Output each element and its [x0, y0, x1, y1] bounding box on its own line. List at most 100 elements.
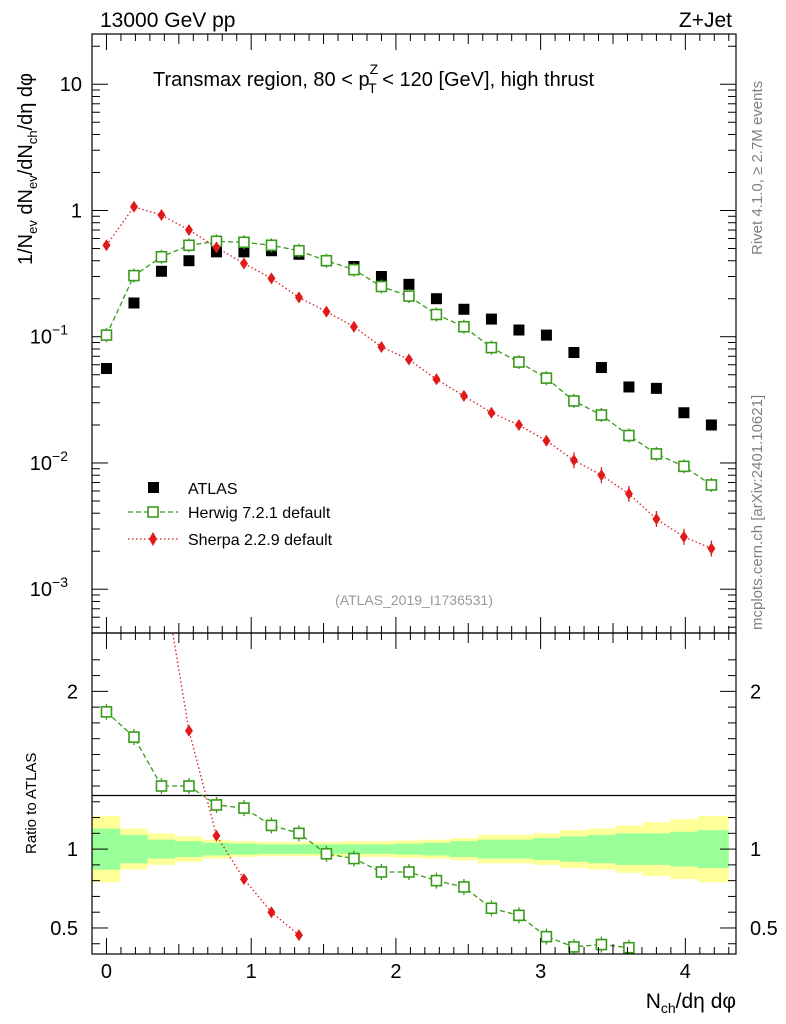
- sherpa-point: [212, 241, 221, 254]
- main-title-pre: Transmax region, 80 < p: [153, 69, 370, 91]
- xlabel-a: N: [646, 990, 661, 1013]
- ratio-herwig-point: [595, 938, 608, 951]
- ratio-ytick-label: 1: [67, 839, 78, 861]
- herwig-point: [238, 236, 250, 249]
- xlabel-b: /dη dφ: [676, 990, 736, 1013]
- atlas-point: [155, 265, 167, 277]
- herwig-point: [265, 239, 278, 252]
- atlas-point: [650, 382, 662, 394]
- legend-marker-herwig: [147, 506, 159, 518]
- main-title-sup: Z: [370, 61, 379, 77]
- sherpa-point: [459, 389, 468, 402]
- y-axis-label: 1/Nev dNev/dNch/dη dφ: [15, 73, 40, 265]
- ratio-herwig-point: [100, 706, 113, 718]
- main-data: [100, 200, 718, 557]
- ratio-sherpa-point: [239, 873, 248, 886]
- ratio-sherpa-point: [157, 559, 165, 571]
- main-title-sub: T: [368, 80, 377, 96]
- sherpa-point: [377, 340, 386, 353]
- main-ytick-label: 10: [60, 74, 82, 96]
- sherpa-point: [569, 454, 578, 467]
- ratio-ytick-label: 2: [67, 681, 78, 703]
- herwig-point: [155, 250, 168, 263]
- ratio-panel: 0.5 0.5 1 1 2 2 0 1 2 3 4 Ratio to ATLAS Nch/dη dφ: [23, 559, 778, 1016]
- herwig-point: [375, 280, 388, 293]
- herwig-point: [348, 263, 360, 276]
- atlas-point: [678, 407, 690, 419]
- x-tick-label: 3: [535, 961, 546, 983]
- ratio-ytick-label-right: 0.5: [750, 918, 778, 940]
- x-axis-label: Nch/dη dφ: [646, 990, 736, 1016]
- herwig-point: [568, 395, 580, 407]
- ratio-herwig-point: [623, 941, 635, 954]
- ratio-band-inner: [175, 841, 203, 857]
- sherpa-point: [239, 257, 248, 270]
- atlas-point: [128, 297, 140, 309]
- legend-label-atlas: ATLAS: [188, 481, 238, 498]
- ratio-y-axis-label: Ratio to ATLAS: [23, 753, 40, 854]
- ratio-band-inner: [257, 844, 286, 854]
- ratio-band-inner: [285, 844, 313, 854]
- ratio-herwig-point: [485, 902, 498, 915]
- ratio-herwig-point: [458, 881, 470, 893]
- ratio-band-inner: [505, 839, 533, 859]
- main-ytick-label: 10−2: [30, 448, 68, 475]
- main-title-post: < 120 [GeV], high thrust: [377, 69, 595, 91]
- atlas-point: [430, 293, 442, 305]
- analysis-reference-tag: (ATLAS_2019_I1736531): [335, 592, 493, 608]
- herwig-point: [403, 290, 415, 302]
- legend-marker-sherpa: [149, 532, 157, 546]
- atlas-point: [403, 278, 415, 290]
- herwig-point: [540, 372, 553, 384]
- ratio-herwig-line: [106, 711, 629, 949]
- mcplots-source-label: mcplots.cern.ch [arXiv:2401.10621]: [749, 395, 766, 630]
- ratio-herwig-point: [568, 941, 580, 953]
- ratio-herwig-point: [210, 799, 223, 811]
- ratio-sherpa-point: [184, 724, 193, 737]
- sherpa-line: [105, 206, 712, 550]
- ratio-band-inner: [202, 842, 231, 856]
- ratio-band-inner: [450, 841, 478, 857]
- ratio-herwig-point: [430, 874, 443, 887]
- legend-marker-atlas: [148, 482, 159, 493]
- ratio-band-inner: [147, 839, 176, 859]
- x-tick-label: 4: [680, 961, 691, 983]
- ratio-band-inner: [560, 836, 588, 862]
- header-right-label: Z+Jet: [679, 9, 732, 32]
- ratio-herwig-point: [265, 819, 278, 832]
- x-tick-label: 1: [246, 961, 257, 983]
- sherpa-point: [102, 239, 111, 252]
- ylabel-c: /dN: [15, 144, 37, 175]
- herwig-point: [650, 448, 663, 460]
- ratio-herwig-point: [403, 866, 415, 878]
- ylabel-b: dN: [15, 189, 37, 220]
- ratio-herwig-point: [128, 731, 140, 743]
- ratio-band-inner: [120, 834, 148, 864]
- atlas-point: [183, 255, 195, 267]
- sherpa-point: [487, 406, 496, 419]
- herwig-point: [705, 479, 718, 491]
- herwig-point: [128, 269, 140, 282]
- atlas-point: [705, 419, 717, 431]
- sherpa-point: [652, 512, 661, 525]
- sherpa-point: [349, 320, 358, 333]
- herwig-point: [458, 320, 470, 333]
- herwig-point: [678, 460, 690, 473]
- herwig-point: [100, 329, 113, 341]
- ratio-herwig-point: [183, 780, 195, 792]
- ratio-band-inner: [340, 844, 368, 854]
- atlas-point: [485, 313, 497, 325]
- main-ytick-label: 10−3: [30, 574, 68, 601]
- atlas-point: [458, 303, 470, 315]
- herwig-point: [320, 254, 333, 267]
- atlas-point: [100, 363, 112, 375]
- herwig-point: [293, 244, 305, 257]
- main-ytick-label: 10−1: [30, 322, 68, 349]
- herwig-point: [183, 239, 195, 252]
- herwig-point: [623, 429, 635, 442]
- main-ytick-label-base: 10: [30, 327, 52, 349]
- sherpa-point: [542, 434, 551, 447]
- ratio-sherpa-point: [294, 929, 303, 942]
